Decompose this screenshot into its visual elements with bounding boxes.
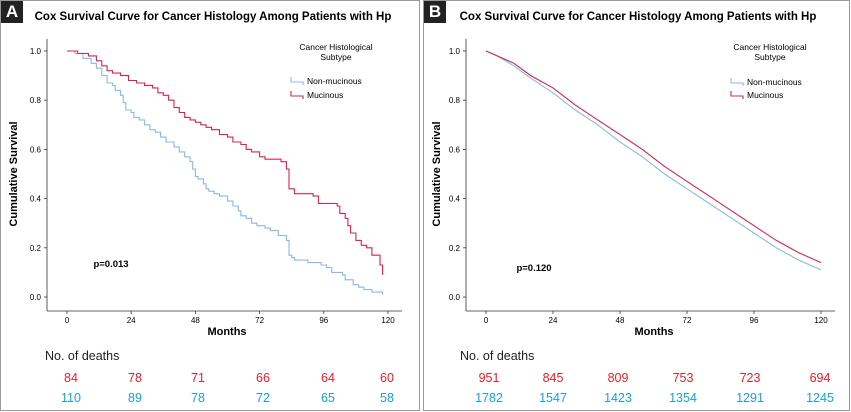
panel-a: A Cox Survival Curve for Cancer Histolog…: [0, 0, 420, 411]
deaths-value: 65: [321, 391, 335, 405]
y-axis-label: Cumulative Survival: [431, 121, 443, 226]
legend-title: Subtype: [320, 52, 351, 62]
legend-label: Mucinous: [747, 90, 783, 100]
legend-swatch: [730, 91, 744, 99]
deaths-value: 64: [321, 371, 335, 385]
legend-title: Cancer Histological: [299, 42, 372, 52]
y-tick-label: 0.8: [30, 96, 42, 105]
deaths-value: 58: [380, 391, 394, 405]
legend-title: Cancer Histological: [733, 42, 806, 52]
y-tick-label: 0.0: [30, 293, 42, 302]
y-tick-label: 0.4: [30, 195, 42, 204]
deaths-value: 1291: [736, 391, 764, 405]
deaths-value: 71: [191, 371, 205, 385]
deaths-value: 66: [256, 371, 270, 385]
chart-title: Cox Survival Curve for Cancer Histology …: [35, 11, 392, 23]
panel-letter: B: [424, 1, 446, 23]
deaths-value: 1423: [604, 391, 632, 405]
survival-chart-b: Cox Survival Curve for Cancer Histology …: [431, 11, 835, 338]
legend-swatch: [730, 78, 744, 86]
x-tick-label: 72: [255, 316, 264, 325]
x-tick-label: 24: [549, 316, 558, 325]
deaths-value: 1245: [806, 391, 834, 405]
y-tick-label: 0.2: [449, 244, 461, 253]
y-tick-label: 0.6: [30, 145, 42, 154]
legend-title: Subtype: [754, 52, 785, 62]
deaths-value: 72: [256, 391, 270, 405]
y-tick-label: 0.4: [449, 195, 461, 204]
chart-title: Cox Survival Curve for Cancer Histology …: [460, 11, 817, 23]
legend-label: Non-mucinous: [747, 77, 802, 87]
legend-label: Mucinous: [307, 90, 343, 100]
deaths-value: 1547: [539, 391, 567, 405]
series-line-non-mucinous: [485, 50, 822, 271]
y-tick-label: 0.8: [449, 96, 461, 105]
deaths-label: No. of deaths: [45, 349, 120, 363]
series-line-mucinous: [485, 50, 822, 264]
deaths-value: 78: [191, 391, 205, 405]
deaths-value: 1782: [475, 391, 503, 405]
y-tick-label: 0.0: [449, 293, 461, 302]
deaths-value: 1354: [669, 391, 697, 405]
x-tick-label: 0: [484, 316, 489, 325]
legend-label: Non-mucinous: [307, 76, 362, 86]
panel-b: B Cox Survival Curve for Cancer Histolog…: [423, 0, 850, 411]
x-axis-label: Months: [207, 326, 246, 338]
x-tick-label: 48: [616, 316, 625, 325]
legend-swatch: [290, 77, 304, 85]
x-tick-label: 120: [381, 316, 395, 325]
deaths-value: 84: [64, 371, 78, 385]
x-tick-label: 96: [319, 316, 328, 325]
y-axis-label: Cumulative Survival: [8, 121, 20, 226]
deaths-label: No. of deaths: [460, 349, 535, 363]
p-value-annotation: p=0.120: [516, 263, 551, 274]
x-tick-label: 72: [683, 316, 692, 325]
deaths-value: 845: [542, 371, 564, 385]
deaths-value: 78: [128, 371, 142, 385]
x-tick-label: 96: [750, 316, 759, 325]
deaths-value: 110: [61, 391, 81, 405]
x-tick-label: 0: [65, 316, 70, 325]
panel-letter: A: [1, 1, 23, 23]
x-tick-label: 24: [127, 316, 136, 325]
x-axis-label: Months: [634, 326, 673, 338]
series-line-non-mucinous: [67, 50, 384, 295]
y-tick-label: 1.0: [449, 47, 461, 56]
survival-chart-a: Cox Survival Curve for Cancer Histology …: [8, 11, 402, 338]
x-tick-label: 120: [814, 316, 828, 325]
deaths-value: 60: [380, 371, 394, 385]
deaths-value: 753: [672, 371, 694, 385]
deaths-value: 694: [809, 371, 831, 385]
p-value-annotation: p=0.013: [93, 259, 128, 270]
legend-swatch: [290, 91, 304, 99]
deaths-value: 809: [607, 371, 629, 385]
deaths-value: 723: [739, 371, 761, 385]
y-tick-label: 0.2: [30, 244, 42, 253]
x-tick-label: 48: [191, 316, 200, 325]
y-tick-label: 1.0: [30, 47, 42, 56]
deaths-value: 951: [478, 371, 500, 385]
series-line-mucinous: [67, 50, 384, 275]
y-tick-label: 0.6: [449, 145, 461, 154]
deaths-value: 89: [128, 391, 142, 405]
